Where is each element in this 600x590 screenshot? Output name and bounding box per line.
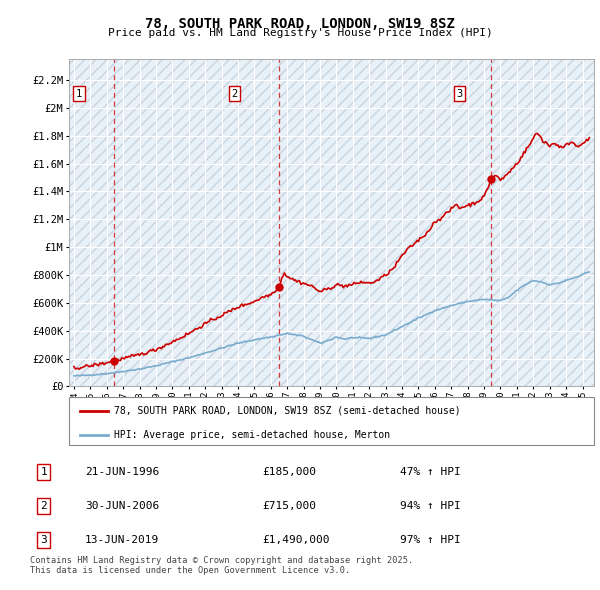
Text: 1: 1 xyxy=(40,467,47,477)
Text: 13-JUN-2019: 13-JUN-2019 xyxy=(85,535,160,545)
Text: £1,490,000: £1,490,000 xyxy=(262,535,329,545)
Text: £185,000: £185,000 xyxy=(262,467,316,477)
Text: HPI: Average price, semi-detached house, Merton: HPI: Average price, semi-detached house,… xyxy=(113,430,390,440)
Text: 21-JUN-1996: 21-JUN-1996 xyxy=(85,467,160,477)
Text: 94% ↑ HPI: 94% ↑ HPI xyxy=(400,501,461,511)
Text: £715,000: £715,000 xyxy=(262,501,316,511)
Text: 97% ↑ HPI: 97% ↑ HPI xyxy=(400,535,461,545)
Text: 78, SOUTH PARK ROAD, LONDON, SW19 8SZ: 78, SOUTH PARK ROAD, LONDON, SW19 8SZ xyxy=(145,17,455,31)
Text: Contains HM Land Registry data © Crown copyright and database right 2025.
This d: Contains HM Land Registry data © Crown c… xyxy=(30,556,413,575)
Text: 47% ↑ HPI: 47% ↑ HPI xyxy=(400,467,461,477)
Text: 1: 1 xyxy=(76,89,82,99)
Text: 3: 3 xyxy=(457,89,463,99)
Text: 2: 2 xyxy=(232,89,238,99)
Text: 2: 2 xyxy=(40,501,47,511)
FancyBboxPatch shape xyxy=(69,397,594,445)
Text: Price paid vs. HM Land Registry's House Price Index (HPI): Price paid vs. HM Land Registry's House … xyxy=(107,28,493,38)
Text: 30-JUN-2006: 30-JUN-2006 xyxy=(85,501,160,511)
Text: 3: 3 xyxy=(40,535,47,545)
Text: 78, SOUTH PARK ROAD, LONDON, SW19 8SZ (semi-detached house): 78, SOUTH PARK ROAD, LONDON, SW19 8SZ (s… xyxy=(113,405,460,415)
